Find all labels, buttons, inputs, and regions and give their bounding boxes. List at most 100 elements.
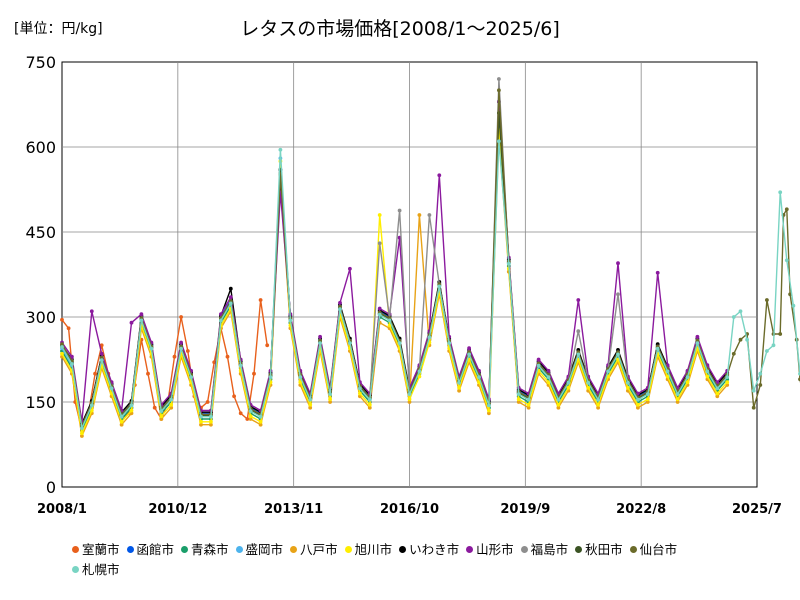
- series-point-11: [159, 409, 164, 413]
- legend-label: 盛岡市: [245, 542, 284, 557]
- series-point-11: [179, 346, 184, 351]
- unit-label: [単位：円/kg]: [14, 21, 103, 37]
- series-point-7: [576, 298, 581, 302]
- legend-swatch: [235, 546, 243, 553]
- series-point-5: [526, 402, 531, 407]
- series-point-5: [675, 397, 680, 402]
- series-point-11: [506, 261, 511, 266]
- series-point-11: [169, 397, 174, 402]
- series-point-4: [675, 400, 680, 404]
- legend-swatch: [72, 566, 79, 573]
- series-point-4: [199, 422, 203, 427]
- series-point-4: [596, 405, 600, 410]
- series-point-11: [477, 375, 481, 379]
- series-point-11: [784, 258, 789, 263]
- series-point-8: [377, 241, 382, 246]
- series-point-11: [70, 362, 74, 366]
- legend-item: 仙台市: [629, 540, 677, 560]
- y-tick-label: 300: [25, 308, 56, 327]
- x-tick-label: 2013/11: [264, 502, 323, 517]
- series-point-7: [129, 320, 134, 325]
- series-line-7: [61, 101, 728, 423]
- legend-label: 函館市: [136, 542, 175, 557]
- series-point-11: [778, 190, 783, 195]
- series-point-4: [417, 213, 422, 217]
- series-point-11: [358, 386, 362, 391]
- series-point-7: [89, 309, 94, 314]
- series-point-0: [60, 317, 64, 322]
- series-point-10: [758, 383, 763, 387]
- series-point-11: [685, 375, 690, 379]
- series-point-11: [645, 392, 650, 396]
- series-point-11: [457, 380, 461, 385]
- series-point-5: [725, 380, 730, 385]
- legend-label: 秋田市: [585, 542, 623, 557]
- series-point-11: [129, 403, 134, 408]
- series-point-4: [367, 405, 372, 410]
- series-point-5: [516, 397, 521, 402]
- series-point-10: [738, 337, 743, 342]
- series-point-10: [765, 298, 769, 302]
- series-point-11: [367, 397, 372, 402]
- series-point-11: [258, 414, 263, 419]
- series-point-11: [546, 375, 551, 379]
- series-point-5: [377, 213, 382, 217]
- series-point-11: [228, 301, 233, 306]
- x-tick-label: 2025/7: [732, 502, 782, 517]
- series-point-5: [715, 391, 720, 396]
- series-point-11: [308, 397, 313, 402]
- series-point-11: [298, 375, 303, 379]
- series-point-0: [258, 298, 263, 302]
- series-point-11: [576, 352, 581, 357]
- series-point-11: [338, 307, 342, 311]
- series-point-0: [225, 354, 230, 359]
- series-point-10: [784, 207, 789, 212]
- series-point-7: [377, 306, 382, 311]
- series-point-11: [497, 139, 501, 144]
- legend-swatch: [290, 546, 298, 553]
- series-point-11: [771, 343, 776, 348]
- series-point-5: [546, 380, 551, 385]
- series-point-11: [348, 341, 352, 345]
- series-point-7: [318, 334, 322, 339]
- legend-item: 八戸市: [290, 540, 338, 560]
- series-point-8: [397, 208, 402, 213]
- series-point-11: [606, 369, 610, 374]
- series-point-11: [397, 341, 402, 345]
- series-point-11: [437, 284, 442, 289]
- series-point-4: [80, 434, 84, 438]
- series-point-0: [232, 394, 237, 399]
- series-point-4: [119, 422, 124, 427]
- x-tick-label: 2010/12: [148, 502, 207, 517]
- legend-swatch: [466, 546, 474, 553]
- legend-item: 函館市: [126, 540, 175, 560]
- series-point-5: [387, 323, 392, 328]
- series-point-4: [487, 411, 491, 416]
- legend-swatch: [399, 546, 407, 553]
- series-point-11: [655, 346, 660, 351]
- series-point-11: [731, 315, 736, 319]
- series-point-11: [427, 335, 432, 340]
- series-point-7: [70, 354, 74, 359]
- series-point-11: [119, 414, 124, 419]
- series-point-11: [99, 358, 104, 362]
- chart-title: レタスの市場価格[2008/1〜2025/6]: [240, 18, 560, 40]
- legend-item: 青森市: [181, 540, 229, 560]
- series-point-7: [467, 346, 471, 351]
- series-point-11: [675, 392, 680, 396]
- series-point-11: [765, 349, 769, 353]
- series-point-11: [278, 147, 283, 152]
- legend-item: 山形市: [466, 540, 514, 560]
- legend-swatch: [344, 546, 352, 553]
- series-point-7: [179, 340, 184, 345]
- series-point-11: [487, 403, 491, 408]
- series-point-11: [89, 403, 94, 408]
- series-point-5: [407, 397, 412, 402]
- series-point-11: [209, 414, 213, 419]
- series-point-11: [715, 386, 720, 391]
- series-point-5: [665, 374, 670, 379]
- series-point-11: [526, 397, 531, 402]
- series-point-5: [119, 419, 124, 424]
- series-point-11: [467, 352, 471, 357]
- legend: 室蘭市 函館市 青森市 盛岡市 八戸市 旭川市 いわき市 山形市 福島市 秋田市 仙台市札幌市: [72, 540, 732, 580]
